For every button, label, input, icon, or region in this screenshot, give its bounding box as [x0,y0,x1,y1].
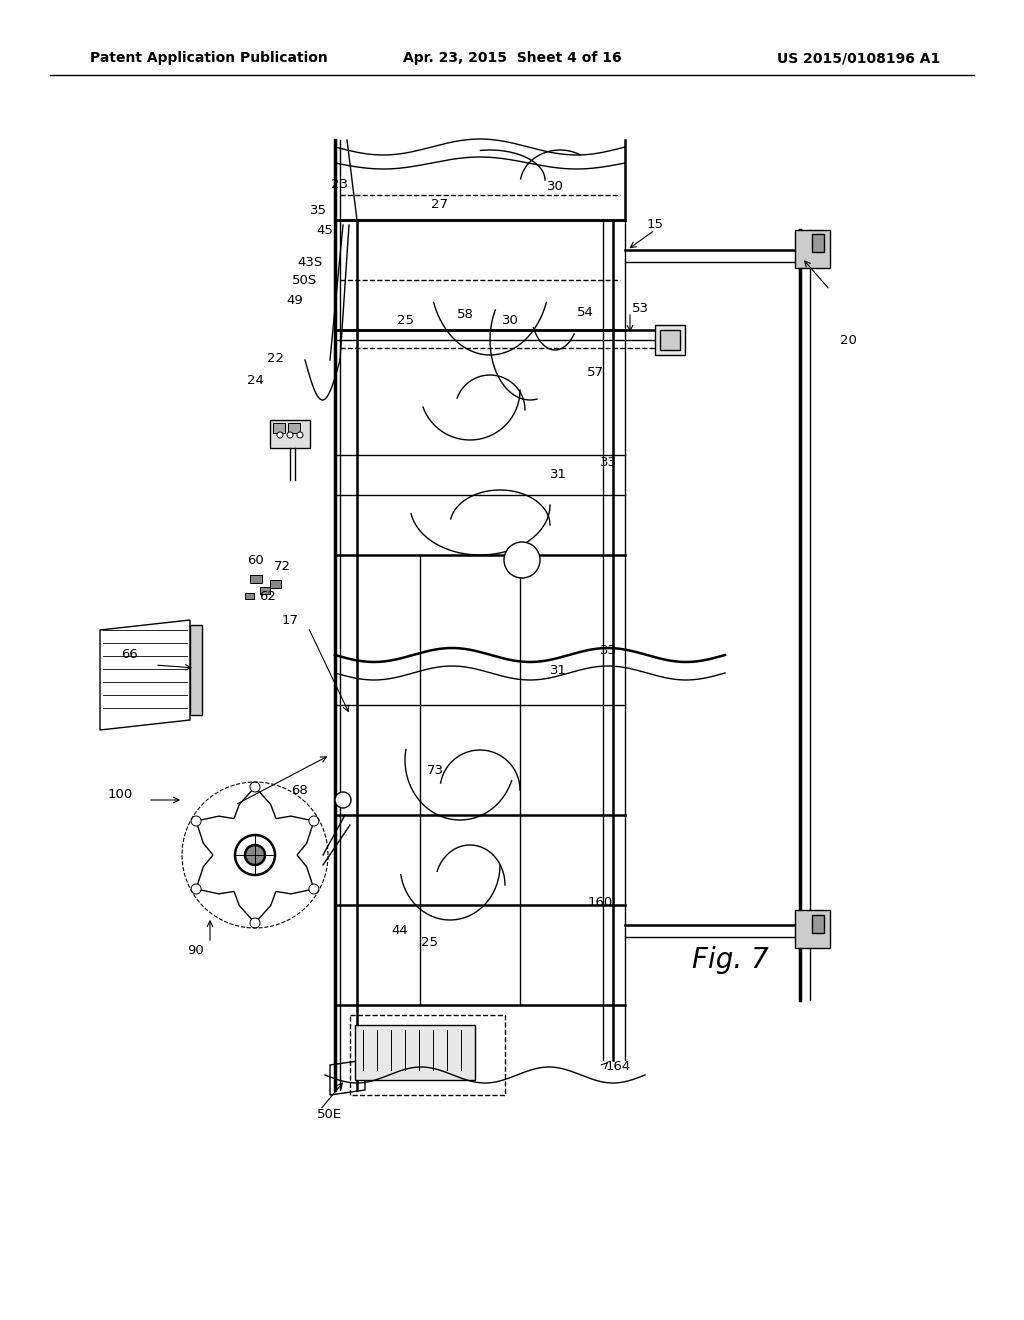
Text: 30: 30 [502,314,518,326]
Text: 68: 68 [292,784,308,796]
Circle shape [287,432,293,438]
Text: 66: 66 [122,648,138,661]
Bar [260,587,270,594]
Text: 31: 31 [550,469,566,482]
Text: 73: 73 [427,763,443,776]
Bar [288,422,300,433]
Text: 24: 24 [247,374,263,387]
Bar [250,576,262,583]
Bar [350,1015,505,1096]
Circle shape [191,884,201,894]
Text: 25: 25 [396,314,414,326]
Text: 33: 33 [599,644,616,656]
Bar [812,915,824,933]
Text: 90: 90 [186,944,204,957]
Circle shape [297,432,303,438]
Circle shape [191,816,201,826]
Bar [355,1026,475,1080]
Circle shape [234,836,275,875]
Text: 20: 20 [840,334,856,346]
Text: 54: 54 [577,305,594,318]
Bar [270,579,281,587]
Circle shape [504,543,540,578]
Text: 50E: 50E [317,1109,343,1122]
Text: 30: 30 [547,181,563,194]
Text: 27: 27 [431,198,449,211]
Text: 44: 44 [391,924,409,936]
Bar [270,420,310,447]
Text: 58: 58 [457,309,473,322]
Bar [795,230,830,268]
Text: 45: 45 [316,223,334,236]
Text: 49: 49 [287,293,303,306]
Text: US 2015/0108196 A1: US 2015/0108196 A1 [777,51,940,65]
Circle shape [250,781,260,792]
Bar [190,624,202,715]
Circle shape [245,845,265,865]
Text: 15: 15 [646,219,664,231]
Text: Patent Application Publication: Patent Application Publication [90,51,328,65]
Bar [245,593,254,599]
Text: 25: 25 [422,936,438,949]
Text: Fig. 7: Fig. 7 [691,946,768,974]
Text: 23: 23 [332,178,348,191]
Text: 53: 53 [632,301,648,314]
Circle shape [309,816,318,826]
Text: 33: 33 [599,457,616,470]
Text: 50S: 50S [293,273,317,286]
Text: 43S: 43S [297,256,323,269]
Text: 72: 72 [273,561,291,573]
Circle shape [335,792,351,808]
Bar [660,330,680,350]
Text: Apr. 23, 2015  Sheet 4 of 16: Apr. 23, 2015 Sheet 4 of 16 [402,51,622,65]
Text: 57: 57 [587,366,603,379]
Bar [273,422,285,433]
Text: 164: 164 [605,1060,631,1073]
Circle shape [250,917,260,928]
Text: 62: 62 [259,590,276,603]
Text: 60: 60 [247,553,263,566]
Bar [795,909,830,948]
Text: 160: 160 [588,896,612,909]
Circle shape [278,432,283,438]
Text: 35: 35 [309,203,327,216]
Bar [655,325,685,355]
Circle shape [309,884,318,894]
Bar [812,234,824,252]
Text: 31: 31 [550,664,566,676]
Text: 22: 22 [266,351,284,364]
Text: 17: 17 [282,614,299,627]
Text: 100: 100 [108,788,133,801]
